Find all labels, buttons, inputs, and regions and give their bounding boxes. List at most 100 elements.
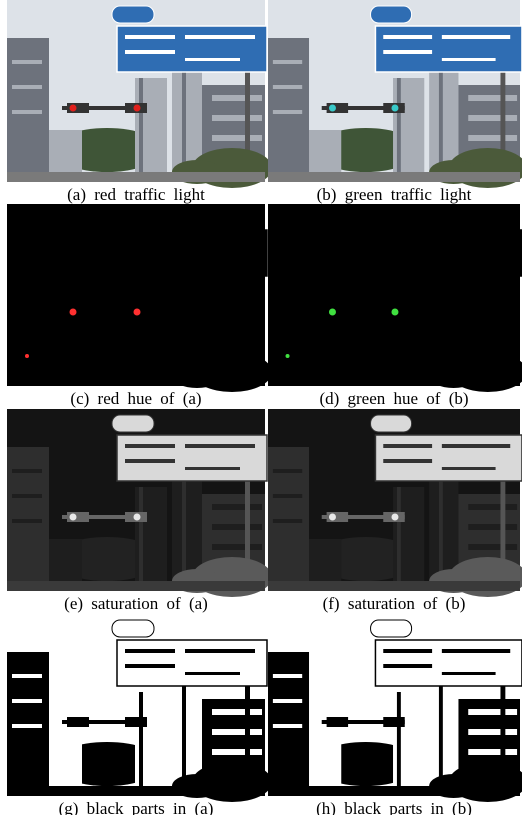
sign-detail: [185, 649, 255, 653]
sign-detail: [125, 239, 175, 243]
image-panel: [268, 204, 522, 392]
caption: (a) red traffic light: [67, 185, 205, 204]
image-panel: [268, 0, 522, 188]
building-shade: [397, 282, 401, 386]
window-band: [12, 289, 42, 293]
building-shade: [397, 78, 401, 182]
window-band: [273, 314, 302, 318]
small-sign: [371, 6, 412, 23]
signal-light: [329, 719, 336, 726]
window-band: [12, 699, 42, 703]
window-band: [468, 544, 517, 550]
window-band: [468, 524, 517, 530]
figure: (a) red traffic light(b) green traffic l…: [0, 0, 522, 815]
sign-detail: [125, 444, 175, 448]
window-band: [468, 339, 517, 345]
road-sign: [375, 435, 522, 481]
sign-detail: [185, 672, 240, 675]
street: [7, 172, 265, 182]
sign-detail: [185, 467, 240, 470]
caption: (h) black parts in (b): [316, 799, 472, 815]
sign-detail: [125, 35, 175, 39]
window-band: [12, 494, 42, 498]
street: [268, 376, 520, 386]
caption: (g) black parts in (a): [59, 799, 214, 815]
image-panel: [7, 204, 272, 392]
window-band: [212, 504, 262, 510]
signal-light: [70, 105, 77, 112]
small-sign: [112, 620, 154, 637]
sign-detail: [125, 50, 175, 54]
window-band: [468, 299, 517, 305]
street: [7, 786, 265, 796]
sign-detail: [383, 664, 432, 668]
window-band: [212, 319, 262, 325]
window-band: [212, 749, 262, 755]
window-band: [468, 729, 517, 735]
signal-light: [391, 105, 398, 112]
window-band: [12, 519, 42, 523]
sign-detail: [383, 50, 432, 54]
sign-detail: [442, 444, 510, 448]
sign-detail: [383, 444, 432, 448]
window-band: [468, 709, 517, 715]
caption: (d) green hue of (b): [319, 389, 468, 408]
window-band: [468, 95, 517, 101]
window-band: [468, 319, 517, 325]
window-band: [12, 85, 42, 89]
street: [268, 172, 520, 182]
window-band: [212, 524, 262, 530]
window-band: [212, 544, 262, 550]
window-band: [212, 339, 262, 345]
image-panel: [268, 614, 522, 802]
sign-detail: [185, 35, 255, 39]
building-shade: [139, 692, 143, 796]
signal-light: [70, 719, 77, 726]
sign-detail: [442, 35, 510, 39]
road-sign: [117, 435, 267, 481]
window-band: [12, 724, 42, 728]
signal-light: [25, 354, 29, 358]
building-shade: [397, 692, 401, 796]
small-sign: [112, 210, 154, 227]
building-shade: [139, 487, 143, 591]
signal-light: [134, 719, 141, 726]
window-band: [212, 299, 262, 305]
sign-detail: [383, 239, 432, 243]
street: [7, 581, 265, 591]
window-band: [12, 60, 42, 64]
road-sign: [117, 640, 267, 686]
window-band: [273, 289, 302, 293]
small-sign: [371, 620, 412, 637]
sign-detail: [383, 254, 432, 258]
sign-detail: [442, 58, 496, 61]
window-band: [273, 674, 302, 678]
street: [268, 581, 520, 591]
signal-light: [134, 309, 141, 316]
road-sign: [375, 26, 522, 72]
signal-light: [391, 309, 398, 316]
signal-light: [329, 309, 336, 316]
sign-detail: [442, 239, 510, 243]
small-sign: [112, 6, 154, 23]
image-panel: [268, 409, 522, 597]
window-band: [273, 699, 302, 703]
signal-light: [329, 514, 336, 521]
sign-detail: [185, 239, 255, 243]
street: [268, 786, 520, 796]
window-band: [273, 469, 302, 473]
window-band: [212, 115, 262, 121]
signal-light: [134, 105, 141, 112]
caption: (f) saturation of (b): [323, 594, 466, 613]
image-panel: [7, 614, 272, 802]
signal-light: [286, 354, 290, 358]
small-sign: [112, 415, 154, 432]
window-band: [273, 60, 302, 64]
window-band: [468, 115, 517, 121]
road-sign: [375, 640, 522, 686]
window-band: [468, 135, 517, 141]
window-band: [12, 469, 42, 473]
sign-detail: [442, 467, 496, 470]
window-band: [273, 724, 302, 728]
signal-light: [391, 719, 398, 726]
